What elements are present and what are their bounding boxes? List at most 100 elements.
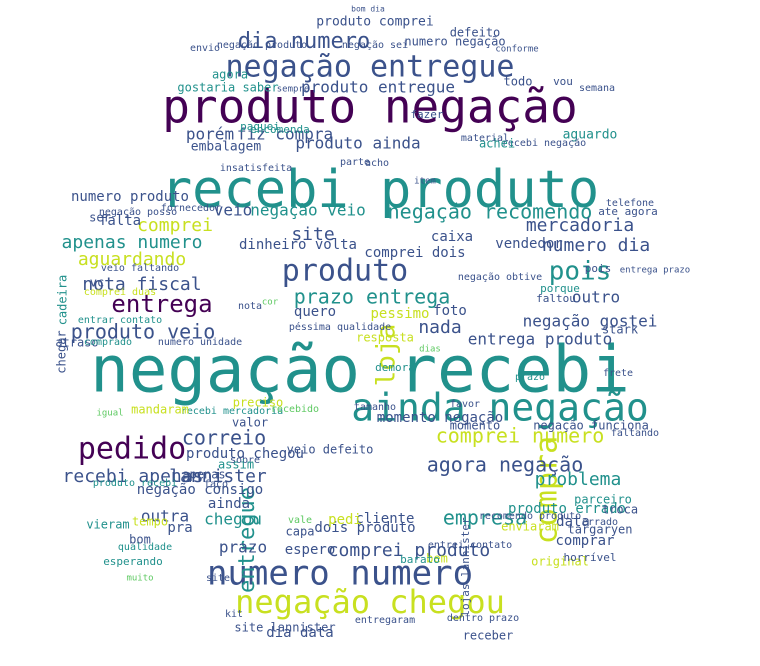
cloud-word: pois <box>585 262 612 275</box>
cloud-word: dia numero <box>238 29 370 54</box>
cloud-word: capa <box>286 525 315 539</box>
cloud-word: produto veio <box>71 320 216 344</box>
cloud-word: entrega produto <box>468 330 613 349</box>
cloud-word: espero <box>285 542 336 558</box>
cloud-word: numero unidade <box>158 337 242 348</box>
cloud-word: parte <box>340 157 370 168</box>
cloud-word: recebi produto <box>161 160 599 220</box>
cloud-word: preciso <box>233 396 284 410</box>
cloud-word: fazer <box>410 108 443 121</box>
cloud-word: paguei <box>240 120 280 133</box>
cloud-word: favor <box>450 399 480 410</box>
cloud-word: compra <box>530 436 565 544</box>
cloud-word: numero produto <box>71 189 189 205</box>
cloud-word: negação obtive <box>458 272 542 283</box>
cloud-word: negação sei <box>342 40 408 51</box>
cloud-word: entregue <box>235 487 260 593</box>
cloud-word: empresa <box>443 506 527 530</box>
cloud-word: errado <box>582 517 618 528</box>
cloud-word: veio faltando <box>101 263 179 274</box>
cloud-word: achei <box>479 137 515 151</box>
cloud-word: insatisfeita <box>220 163 292 174</box>
cloud-word: tamanho <box>354 402 396 413</box>
cloud-word: recebi negação <box>502 138 586 149</box>
cloud-word: chegar <box>55 330 69 373</box>
cloud-word: troca <box>602 503 638 517</box>
cloud-word: produto comprei <box>316 15 433 30</box>
cloud-word: dentro prazo <box>447 613 519 624</box>
cloud-word: recebi apenas <box>63 466 204 487</box>
cloud-word: targaryen <box>567 523 632 537</box>
cloud-word: produto errado <box>508 501 626 517</box>
cloud-word: nada <box>418 317 461 338</box>
cloud-word: faço <box>204 479 228 490</box>
cloud-word: negação consigo <box>137 482 263 498</box>
cloud-word: apenas <box>182 468 225 482</box>
cloud-word: nota <box>238 301 262 312</box>
cloud-word: todo <box>504 75 533 89</box>
cloud-word: negação produto <box>217 40 307 51</box>
cloud-word: muito <box>126 574 153 584</box>
cloud-word: frete <box>603 368 633 379</box>
cloud-word: pedi <box>328 512 362 528</box>
cloud-word: produto negação <box>162 80 577 134</box>
cloud-word: dia data <box>266 625 333 641</box>
cloud-word: momento negação <box>377 410 503 426</box>
cloud-word: outro <box>572 288 620 307</box>
cloud-word: pois <box>549 257 612 287</box>
cloud-word: negação chegou <box>235 583 505 621</box>
cloud-word: enviaram <box>501 520 559 534</box>
cloud-word: encomenda <box>250 123 310 136</box>
cloud-word: conforme <box>495 45 538 55</box>
cloud-word: pra <box>167 520 192 536</box>
cloud-word: quero <box>294 304 336 320</box>
cloud-word: outra <box>141 507 189 526</box>
cloud-word: ser <box>89 211 111 225</box>
cloud-word: site lannister <box>234 621 335 635</box>
cloud-word: vieram <box>86 518 129 532</box>
cloud-word: mercadoria <box>526 215 634 236</box>
cloud-word: telefone <box>606 198 654 209</box>
cloud-word: veio defeito <box>287 443 374 457</box>
cloud-word: produto <box>282 254 408 289</box>
cloud-word: data <box>556 514 590 530</box>
cloud-word: ate agora <box>598 205 658 218</box>
cloud-word: comprei dois <box>364 245 465 261</box>
cloud-word: gostaria saber <box>177 81 278 95</box>
cloud-word: prazo <box>515 372 545 383</box>
cloud-word: sobre <box>230 455 260 466</box>
cloud-word: fiz compra <box>237 125 333 144</box>
cloud-word: agora <box>212 68 248 82</box>
cloud-word: ainda negação <box>351 386 648 430</box>
cloud-word: recebi mercadoria <box>181 406 283 417</box>
cloud-word: negação entregue <box>226 50 515 85</box>
cloud-word: stark <box>602 323 639 337</box>
cloud-word: vc <box>90 276 104 290</box>
cloud-word: negação recebi <box>90 334 629 408</box>
cloud-word: faltou <box>536 292 576 305</box>
cloud-word: vendedor <box>495 236 562 252</box>
cloud-word: mandaram <box>131 403 189 417</box>
cloud-word: assim <box>218 458 254 472</box>
cloud-word: acho <box>365 158 389 169</box>
cloud-word: cor <box>262 298 279 308</box>
cloud-word: lojas lannister <box>459 517 472 617</box>
cloud-word: porque <box>540 282 580 295</box>
cloud-word: entrega prazo <box>620 266 690 276</box>
cloud-word: comprei numero <box>436 424 605 448</box>
cloud-word: comprar <box>555 533 614 549</box>
cloud-word: fornecedor <box>161 203 221 214</box>
cloud-word: entrega <box>111 290 212 318</box>
cloud-word: embalagem <box>191 140 262 155</box>
cloud-word: recomendo produto <box>479 511 581 522</box>
cloud-word: recebido <box>271 404 319 415</box>
cloud-word: dois produto <box>314 520 415 536</box>
cloud-word: receber <box>463 629 514 643</box>
cloud-word: negação posso <box>99 207 177 218</box>
cloud-word: barato <box>400 553 440 566</box>
cloud-word: foto <box>433 303 467 319</box>
cloud-word: correio <box>182 426 266 450</box>
cloud-word: negação recomendo <box>388 200 593 224</box>
cloud-word: semana <box>579 83 615 94</box>
